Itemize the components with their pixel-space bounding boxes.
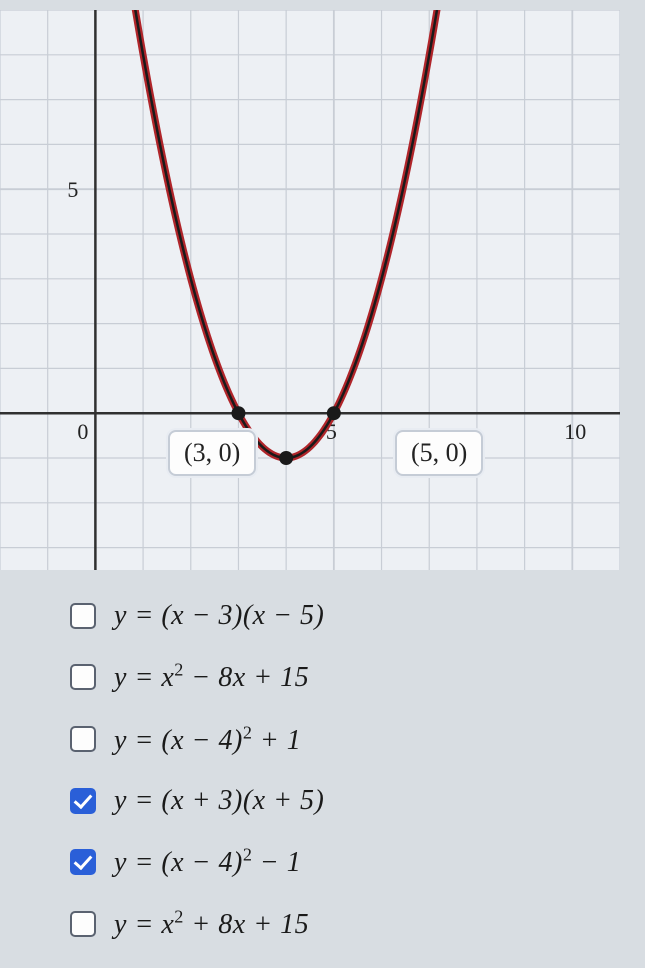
equation-2: y = x2 − 8x + 15 (114, 660, 309, 694)
checkbox-6[interactable] (70, 911, 96, 937)
point-label-5-0: (5, 0) (395, 430, 483, 476)
svg-text:5: 5 (67, 177, 78, 202)
svg-text:10: 10 (564, 419, 586, 444)
answer-options: y = (x − 3)(x − 5) y = x2 − 8x + 15 y = … (0, 600, 630, 941)
point-label-3-0: (3, 0) (168, 430, 256, 476)
checkbox-5[interactable] (70, 849, 96, 875)
answer-option-6[interactable]: y = x2 + 8x + 15 (70, 907, 630, 941)
answer-option-2[interactable]: y = x2 − 8x + 15 (70, 660, 630, 694)
equation-5: y = (x − 4)2 − 1 (114, 845, 301, 879)
equation-1: y = (x − 3)(x − 5) (114, 600, 324, 632)
equation-3: y = (x − 4)2 + 1 (114, 722, 301, 756)
main-container: 05105 (3, 0) (5, 0) y = (x − 3)(x − 5) y… (0, 0, 645, 968)
equation-6: y = x2 + 8x + 15 (114, 907, 309, 941)
checkbox-4[interactable] (70, 788, 96, 814)
answer-option-1[interactable]: y = (x − 3)(x − 5) (70, 600, 630, 632)
answer-option-5[interactable]: y = (x − 4)2 − 1 (70, 845, 630, 879)
checkbox-3[interactable] (70, 726, 96, 752)
checkbox-1[interactable] (70, 603, 96, 629)
answer-option-3[interactable]: y = (x − 4)2 + 1 (70, 722, 630, 756)
chart-svg: 05105 (0, 10, 620, 570)
parabola-chart: 05105 (3, 0) (5, 0) (0, 10, 620, 570)
answer-option-4[interactable]: y = (x + 3)(x + 5) (70, 785, 630, 817)
checkbox-2[interactable] (70, 664, 96, 690)
equation-4: y = (x + 3)(x + 5) (114, 785, 324, 817)
svg-text:0: 0 (77, 419, 88, 444)
